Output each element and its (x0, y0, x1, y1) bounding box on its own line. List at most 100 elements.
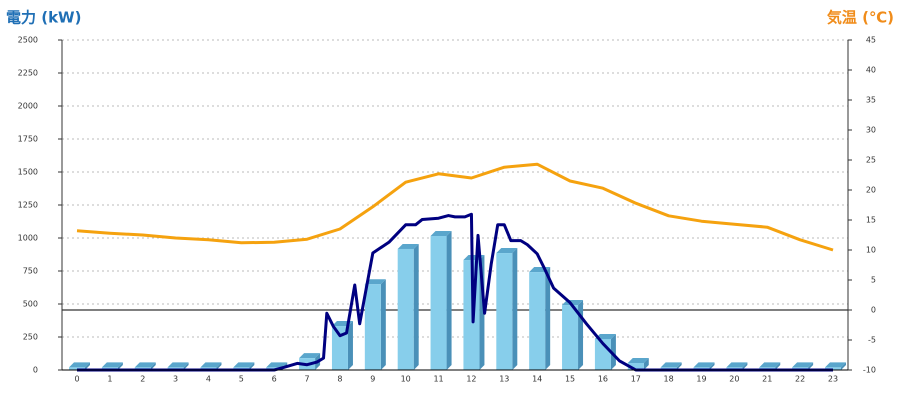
bar-top (233, 362, 255, 368)
bar (562, 305, 579, 370)
bar (331, 326, 348, 370)
x-tick-label: 9 (370, 375, 375, 384)
y-tick-label: 1000 (18, 234, 38, 243)
x-tick-label: 14 (532, 375, 542, 384)
x-tick-label: 13 (499, 375, 509, 384)
x-tick-label: 10 (401, 375, 411, 384)
x-tick-label: 3 (173, 375, 178, 384)
x-tick-label: 20 (729, 375, 739, 384)
bar-top (430, 231, 452, 237)
x-tick-label: 4 (206, 375, 211, 384)
bar-side (85, 362, 90, 370)
bar-side (183, 362, 189, 370)
y-tick-label: 250 (23, 333, 38, 342)
y-tick-label: 1500 (18, 168, 38, 177)
bar-top (627, 358, 649, 364)
y2-tick-label: 20 (866, 186, 876, 195)
bar-side (676, 362, 682, 370)
bar-side (775, 362, 781, 370)
y2-tick-label: 40 (866, 66, 876, 75)
bar-side (742, 362, 748, 370)
right-axis-title: 気温 (℃) (827, 9, 894, 27)
bar-top (660, 362, 682, 368)
bar-top (101, 362, 123, 368)
bar (627, 363, 644, 370)
x-tick-label: 11 (433, 375, 443, 384)
bar-side (413, 243, 419, 370)
bar-side (249, 362, 255, 370)
bar-side (808, 362, 814, 370)
bar-top (693, 362, 715, 368)
y-tick-label: 2000 (18, 102, 38, 111)
bar-side (545, 267, 551, 370)
bar-top (200, 362, 222, 368)
bar-top (726, 362, 748, 368)
bar-side (117, 362, 123, 370)
x-tick-label: 8 (337, 375, 342, 384)
y2-tick-label: 35 (866, 96, 876, 105)
bar-top (825, 362, 846, 368)
bar-side (610, 333, 616, 370)
y-tick-label: 2250 (18, 69, 38, 78)
y-tick-label: 2500 (18, 36, 38, 45)
y-tick-label: 1250 (18, 201, 38, 210)
x-tick-label: 17 (631, 375, 641, 384)
x-tick-label: 15 (565, 375, 575, 384)
bar-side (709, 362, 715, 370)
y2-tick-label: 45 (866, 36, 876, 45)
bar (364, 284, 381, 370)
x-tick-label: 16 (598, 375, 608, 384)
x-tick-label: 7 (305, 375, 310, 384)
bar-top (594, 333, 616, 339)
bar-side (347, 321, 353, 370)
y2-tick-label: 10 (866, 246, 876, 255)
y2-tick-label: -10 (863, 366, 876, 375)
bar-top (759, 362, 781, 368)
y2-tick-label: 30 (866, 126, 876, 135)
x-tick-label: 22 (795, 375, 805, 384)
bar-side (380, 279, 386, 370)
left-axis-title: 電力 (kW) (6, 9, 81, 27)
bar-top (167, 362, 189, 368)
bar-side (150, 362, 156, 370)
x-tick-label: 19 (696, 375, 706, 384)
bar-top (299, 353, 321, 359)
y2-tick-label: 15 (866, 216, 876, 225)
y2-tick-label: 5 (871, 276, 876, 285)
y-tick-label: 1750 (18, 135, 38, 144)
bar-top (69, 362, 90, 368)
y-tick-label: 750 (23, 267, 38, 276)
x-tick-label: 12 (466, 375, 476, 384)
bar-side (446, 231, 452, 370)
y-tick-label: 0 (33, 366, 38, 375)
bar-side (216, 362, 222, 370)
bar (529, 272, 546, 370)
bar-top (397, 243, 419, 249)
bar-side (841, 362, 846, 370)
bar-top (134, 362, 156, 368)
bar-top (364, 279, 386, 285)
y2-tick-label: 0 (871, 306, 876, 315)
bar (496, 253, 513, 370)
temperature-line (76, 162, 834, 252)
x-tick-label: 1 (107, 375, 112, 384)
x-tick-label: 21 (762, 375, 772, 384)
x-tick-label: 0 (74, 375, 79, 384)
bar-side (578, 300, 584, 370)
x-tick-label: 6 (272, 375, 277, 384)
bar-top (496, 248, 518, 254)
bar-side (643, 358, 649, 370)
x-tick-label: 18 (664, 375, 674, 384)
bar (430, 236, 447, 370)
y2-tick-label: 25 (866, 156, 876, 165)
y2-tick-label: -5 (868, 336, 876, 345)
power-line (77, 212, 833, 372)
bar-side (512, 248, 518, 370)
bar (397, 248, 414, 370)
x-tick-label: 23 (828, 375, 838, 384)
bar-top (792, 362, 814, 368)
bar-top (266, 362, 288, 368)
y-tick-label: 500 (23, 300, 38, 309)
x-tick-label: 2 (140, 375, 145, 384)
